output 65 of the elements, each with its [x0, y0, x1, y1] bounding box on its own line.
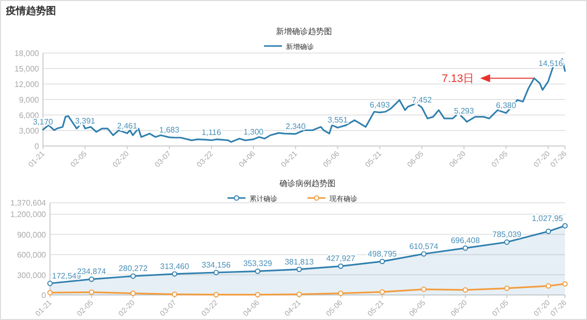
point	[380, 258, 385, 264]
point	[47, 290, 53, 296]
y-tick-label: 15,000	[14, 64, 40, 74]
data-label: 3,551	[328, 116, 348, 125]
data-label: 7,452	[412, 96, 432, 104]
data-label: 313,460	[160, 262, 190, 271]
data-label: 498,795	[368, 249, 398, 258]
chart-title: 新增确诊趋势图	[276, 27, 332, 36]
point	[462, 287, 468, 293]
point	[47, 280, 53, 286]
point	[130, 273, 136, 279]
point	[338, 263, 344, 269]
data-label: 785,039	[492, 230, 522, 240]
point	[296, 266, 302, 272]
point	[504, 286, 510, 291]
point	[546, 228, 552, 234]
y-tick-label: 12,000	[14, 80, 40, 89]
point	[254, 268, 260, 274]
point	[421, 286, 426, 292]
chart-title: 确诊病例趋势图	[278, 179, 336, 188]
point	[213, 292, 219, 298]
y-tick-label: 9,000	[18, 96, 40, 104]
data-label: 353,329	[243, 259, 273, 268]
point	[380, 289, 385, 295]
data-label: 334,156	[202, 260, 232, 270]
data-label: 1,027,95	[532, 214, 564, 223]
data-label: 280,272	[118, 264, 148, 274]
data-label: 1,300	[243, 127, 264, 136]
point	[462, 245, 468, 251]
y-tick-label: 300,000	[17, 270, 47, 280]
y-tick-label: 1,200,000	[10, 210, 47, 220]
data-label: 696,408	[450, 236, 480, 246]
data-label: 6,493	[370, 100, 390, 110]
y-tick-label: 600,000	[17, 250, 47, 260]
y-tick-label: 0	[42, 291, 47, 300]
data-label: 5,293	[454, 106, 475, 116]
annotation: 7.13日	[442, 73, 474, 86]
text: 疫情趋势图	[5, 5, 56, 17]
point	[88, 276, 94, 282]
y-tick-label: 3,000	[18, 126, 40, 136]
data-label: 610,574	[409, 242, 439, 251]
point	[172, 271, 178, 277]
point	[296, 292, 302, 298]
point	[338, 290, 344, 296]
point	[421, 251, 426, 257]
point	[254, 292, 260, 298]
point	[546, 283, 552, 289]
data-label: 3,170	[32, 118, 54, 127]
point	[130, 290, 136, 296]
y-tick-label: 0	[34, 142, 40, 151]
data-label: 2,340	[286, 122, 306, 131]
point	[504, 239, 510, 245]
y-tick-label: 900,000	[17, 230, 47, 240]
data-label: 3,391	[75, 116, 96, 126]
data-label: 1,683	[159, 125, 180, 134]
point	[172, 292, 178, 298]
point	[88, 289, 94, 295]
data-label: 381,813	[284, 257, 314, 266]
data-label: 1,116	[202, 128, 222, 138]
data-label: 427,927	[326, 254, 356, 264]
y-tick-label: 6,000	[18, 111, 40, 120]
y-tick-label: 1,370,604	[10, 198, 47, 208]
data-label: 2,461	[117, 121, 138, 130]
point	[213, 270, 219, 276]
y-tick-label: 18,000	[14, 49, 40, 58]
